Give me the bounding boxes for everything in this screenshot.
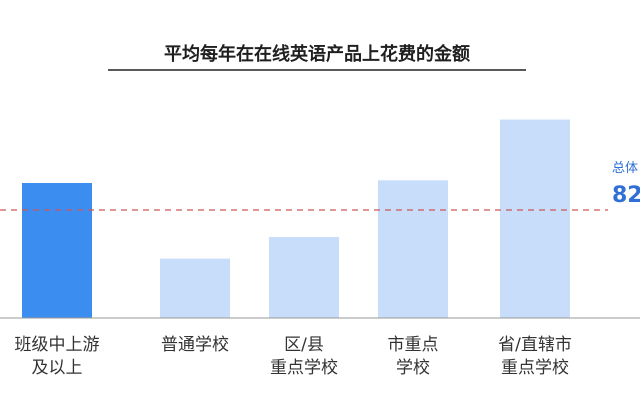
category-label-1: 班级中上游及以上 bbox=[15, 335, 100, 378]
category-label-5: 省/直辖市重点学校 bbox=[498, 335, 572, 378]
bar-3 bbox=[269, 237, 339, 318]
reference-line-label: 总体 bbox=[612, 161, 638, 176]
bar-4 bbox=[378, 180, 448, 318]
bars-layer bbox=[22, 119, 570, 318]
bar-1 bbox=[22, 183, 92, 318]
category-labels: 班级中上游及以上 普通学校 区/县重点学校 市重点学校 省/直辖市重点学校 bbox=[15, 335, 572, 378]
chart-title: 平均每年在在线英语产品上花费的金额 bbox=[164, 43, 470, 65]
reference-line-value: 82 bbox=[612, 183, 640, 208]
category-label-3: 区/县重点学校 bbox=[270, 335, 338, 378]
category-label-2: 普通学校 bbox=[161, 335, 229, 355]
category-label-4: 市重点学校 bbox=[388, 335, 439, 378]
bar-5 bbox=[500, 119, 570, 318]
bar-2 bbox=[160, 258, 230, 318]
